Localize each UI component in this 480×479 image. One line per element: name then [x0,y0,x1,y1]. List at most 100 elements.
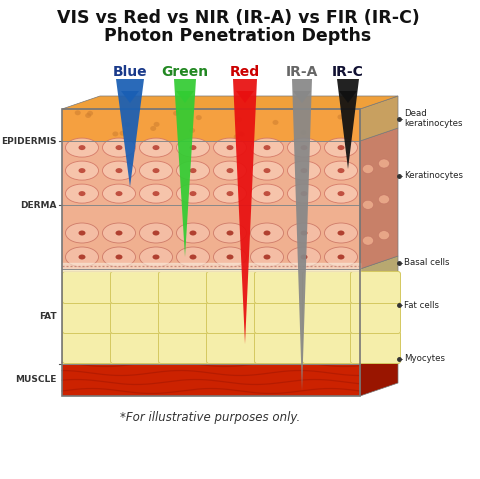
Ellipse shape [324,247,358,267]
Text: Blue: Blue [113,65,147,79]
Text: Dead
keratinocytes: Dead keratinocytes [404,109,463,128]
Ellipse shape [324,223,358,243]
Text: Basal cells: Basal cells [404,258,449,267]
Ellipse shape [189,128,195,133]
Ellipse shape [85,113,91,118]
Polygon shape [339,91,357,103]
Text: IR-C: IR-C [332,65,364,79]
Ellipse shape [273,120,278,125]
Ellipse shape [177,247,209,267]
Bar [62,109,360,141]
Ellipse shape [153,145,159,150]
Ellipse shape [79,191,85,196]
Ellipse shape [214,184,247,203]
Ellipse shape [103,184,135,203]
Ellipse shape [65,138,98,157]
Ellipse shape [214,223,247,243]
FancyBboxPatch shape [302,331,352,364]
FancyBboxPatch shape [206,272,256,304]
FancyBboxPatch shape [206,301,256,333]
Ellipse shape [379,195,389,204]
Polygon shape [360,256,398,364]
Ellipse shape [264,230,271,236]
Ellipse shape [79,230,85,236]
Ellipse shape [190,254,196,260]
Ellipse shape [103,161,135,180]
Ellipse shape [264,145,271,150]
Ellipse shape [227,230,233,236]
Ellipse shape [140,184,172,203]
Ellipse shape [65,223,98,243]
FancyBboxPatch shape [158,272,208,304]
Ellipse shape [65,161,98,180]
Polygon shape [236,91,254,103]
Bar [62,364,360,396]
Ellipse shape [190,145,196,150]
Ellipse shape [177,138,209,157]
FancyBboxPatch shape [254,331,304,364]
Ellipse shape [214,247,247,267]
Ellipse shape [154,122,159,127]
Ellipse shape [362,164,373,173]
Ellipse shape [300,145,308,150]
Ellipse shape [337,191,345,196]
Ellipse shape [362,200,373,209]
Ellipse shape [150,126,156,131]
Ellipse shape [65,184,98,203]
Ellipse shape [177,161,209,180]
Text: Red: Red [230,65,260,79]
Ellipse shape [227,191,233,196]
Ellipse shape [227,145,233,150]
Ellipse shape [65,247,98,267]
Ellipse shape [337,114,344,119]
FancyBboxPatch shape [62,272,112,304]
Ellipse shape [214,138,247,157]
Ellipse shape [124,122,131,127]
Ellipse shape [239,132,245,137]
Polygon shape [233,79,257,344]
Ellipse shape [288,138,321,157]
Text: EPIDERMIS: EPIDERMIS [1,137,57,146]
Ellipse shape [337,168,345,173]
FancyBboxPatch shape [254,272,304,304]
Ellipse shape [116,230,122,236]
Text: *For illustrative purposes only.: *For illustrative purposes only. [120,411,300,424]
Polygon shape [293,91,311,103]
Ellipse shape [288,184,321,203]
Text: MUSCLE: MUSCLE [16,376,57,385]
Ellipse shape [177,184,209,203]
Ellipse shape [300,230,308,236]
Bar [62,141,360,205]
FancyBboxPatch shape [350,301,400,333]
Ellipse shape [324,161,358,180]
Polygon shape [337,79,359,169]
Ellipse shape [379,159,389,168]
Ellipse shape [236,117,242,122]
Ellipse shape [153,191,159,196]
Polygon shape [62,96,398,109]
Ellipse shape [324,184,358,203]
Ellipse shape [116,168,122,173]
Ellipse shape [288,161,321,180]
Ellipse shape [116,145,122,150]
Ellipse shape [103,138,135,157]
Ellipse shape [337,254,345,260]
Ellipse shape [300,254,308,260]
FancyBboxPatch shape [158,301,208,333]
Ellipse shape [177,223,209,243]
FancyBboxPatch shape [62,331,112,364]
Ellipse shape [234,134,240,139]
Ellipse shape [196,115,202,120]
Polygon shape [360,351,398,396]
Bar [62,109,360,396]
Ellipse shape [238,131,244,136]
Ellipse shape [103,223,135,243]
Ellipse shape [227,168,233,173]
Ellipse shape [214,161,247,180]
FancyBboxPatch shape [350,272,400,304]
Ellipse shape [264,254,271,260]
Polygon shape [360,128,398,269]
Ellipse shape [112,131,119,137]
Ellipse shape [190,191,196,196]
Ellipse shape [300,191,308,196]
